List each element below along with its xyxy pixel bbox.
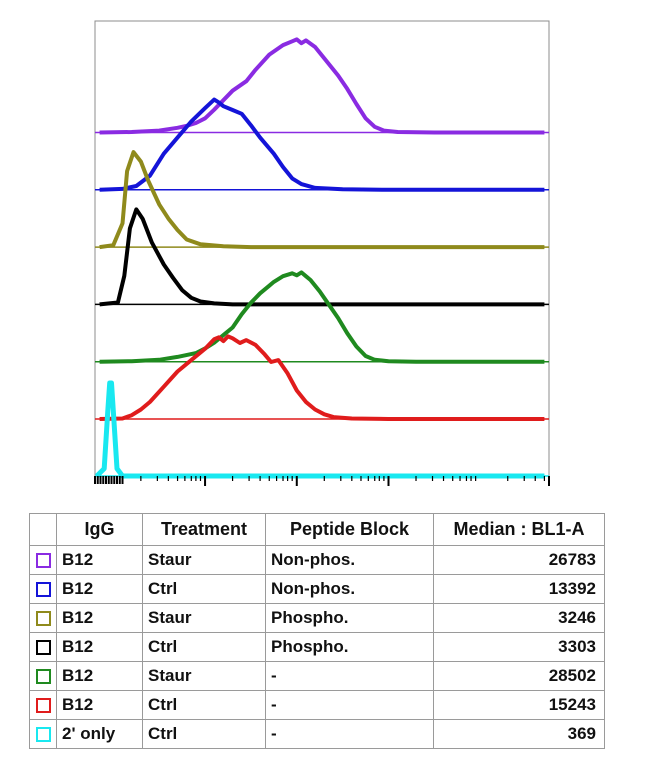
cell-peptide-block: Phospho.	[265, 632, 434, 662]
header-peptide-block: Peptide Block	[265, 513, 434, 546]
cell-peptide-block: Phospho.	[265, 603, 434, 633]
table-row: B12 Staur Phospho. 3246	[29, 603, 605, 633]
header-igg: IgG	[56, 513, 143, 546]
histogram-curve-black	[99, 207, 545, 307]
legend-swatch-cell	[29, 632, 57, 662]
cell-median: 13392	[433, 574, 605, 604]
cell-treatment: Ctrl	[142, 574, 266, 604]
legend-table: IgG Treatment Peptide Block Median : BL1…	[29, 513, 605, 749]
cell-peptide-block: -	[265, 719, 434, 749]
cell-igg: B12	[56, 603, 143, 633]
cell-treatment: Ctrl	[142, 690, 266, 720]
cell-peptide-block: Non-phos.	[265, 545, 434, 575]
legend-swatch-cell	[29, 661, 57, 691]
legend-swatch	[35, 552, 51, 568]
legend-swatch	[35, 581, 51, 597]
legend-swatch-cell	[29, 603, 57, 633]
histogram-curves	[95, 37, 545, 479]
cell-median: 15243	[433, 690, 605, 720]
table-row: 2' only Ctrl -369	[29, 719, 605, 749]
cell-igg: B12	[56, 574, 143, 604]
legend-swatch	[35, 610, 51, 626]
cell-treatment: Staur	[142, 661, 266, 691]
header-median: Median : BL1-A	[433, 513, 605, 546]
legend-swatch-cell	[29, 545, 57, 575]
cell-median: 3303	[433, 632, 605, 662]
legend-swatch	[35, 697, 51, 713]
legend-swatch	[35, 668, 51, 684]
header-treatment: Treatment	[142, 513, 266, 546]
cell-treatment: Ctrl	[142, 632, 266, 662]
legend-swatch	[35, 639, 51, 655]
cell-treatment: Ctrl	[142, 719, 266, 749]
table-row: B12 Ctrl Phospho. 3303	[29, 632, 605, 662]
histogram-curve-blue	[99, 97, 545, 192]
cell-median: 28502	[433, 661, 605, 691]
cell-igg: B12	[56, 545, 143, 575]
table-row: B12 Ctrl -15243	[29, 690, 605, 720]
legend-swatch-cell	[29, 690, 57, 720]
table-header-row: IgG Treatment Peptide Block Median : BL1…	[29, 513, 605, 546]
cell-igg: B12	[56, 661, 143, 691]
x-axis-ticks	[94, 476, 550, 486]
cell-peptide-block: -	[265, 661, 434, 691]
cell-igg: 2' only	[56, 719, 143, 749]
legend-swatch	[35, 726, 51, 742]
legend-swatch-cell	[29, 719, 57, 749]
histogram-curve-cyan	[95, 380, 545, 479]
cell-igg: B12	[56, 690, 143, 720]
table-row: B12 Staur -28502	[29, 661, 605, 691]
table-row: B12 Staur Non-phos. 26783	[29, 545, 605, 575]
cell-igg: B12	[56, 632, 143, 662]
histogram-curve-green	[99, 270, 545, 364]
header-swatch	[29, 513, 57, 546]
histogram-curve-red	[99, 334, 545, 421]
cell-median: 3246	[433, 603, 605, 633]
legend-swatch-cell	[29, 574, 57, 604]
cell-treatment: Staur	[142, 603, 266, 633]
cell-median: 369	[433, 719, 605, 749]
cell-median: 26783	[433, 545, 605, 575]
cell-treatment: Staur	[142, 545, 266, 575]
histogram-curve-purple	[99, 37, 545, 135]
histogram-plot	[94, 20, 550, 486]
cell-peptide-block: Non-phos.	[265, 574, 434, 604]
table-row: B12 Ctrl Non-phos. 13392	[29, 574, 605, 604]
histogram-curve-olive	[99, 150, 545, 250]
cell-peptide-block: -	[265, 690, 434, 720]
